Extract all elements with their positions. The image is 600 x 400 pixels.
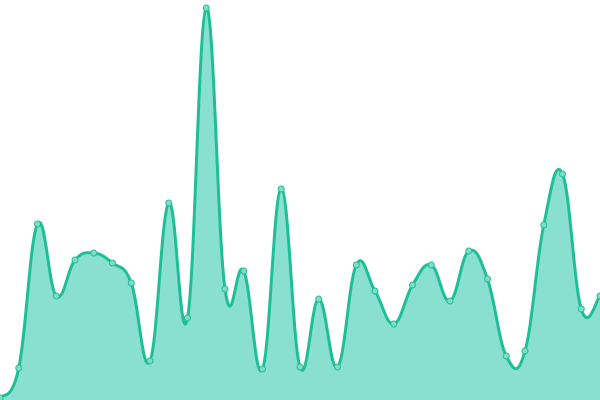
- data-point-29: [540, 221, 548, 229]
- data-point-32: [596, 292, 600, 300]
- data-point-9: [165, 199, 173, 207]
- data-point-18: [334, 363, 341, 371]
- data-point-19: [352, 261, 360, 269]
- data-point-16: [296, 363, 304, 371]
- data-point-15: [277, 185, 285, 193]
- data-point-17: [315, 295, 323, 303]
- data-points: [0, 4, 600, 400]
- area-fill: [0, 7, 600, 400]
- data-point-3: [52, 292, 60, 300]
- data-point-12: [221, 285, 229, 293]
- data-point-23: [427, 261, 435, 269]
- data-point-20: [371, 287, 379, 295]
- data-point-28: [521, 347, 529, 355]
- data-point-27: [502, 352, 510, 360]
- data-point-14: [259, 365, 266, 373]
- data-point-7: [127, 279, 135, 287]
- data-point-25: [465, 247, 473, 255]
- data-point-1: [15, 364, 23, 372]
- data-point-31: [577, 305, 585, 313]
- data-point-6: [109, 259, 116, 267]
- data-point-30: [559, 170, 566, 178]
- data-point-0: [0, 394, 4, 400]
- data-point-22: [409, 281, 416, 289]
- data-point-4: [71, 256, 79, 264]
- data-point-24: [446, 297, 454, 305]
- data-point-2: [34, 220, 41, 228]
- data-point-13: [240, 267, 248, 275]
- data-point-10: [184, 314, 191, 322]
- data-point-8: [146, 357, 154, 365]
- data-point-26: [484, 275, 491, 283]
- data-point-11: [202, 4, 210, 12]
- data-point-21: [390, 320, 398, 328]
- data-point-5: [90, 249, 98, 257]
